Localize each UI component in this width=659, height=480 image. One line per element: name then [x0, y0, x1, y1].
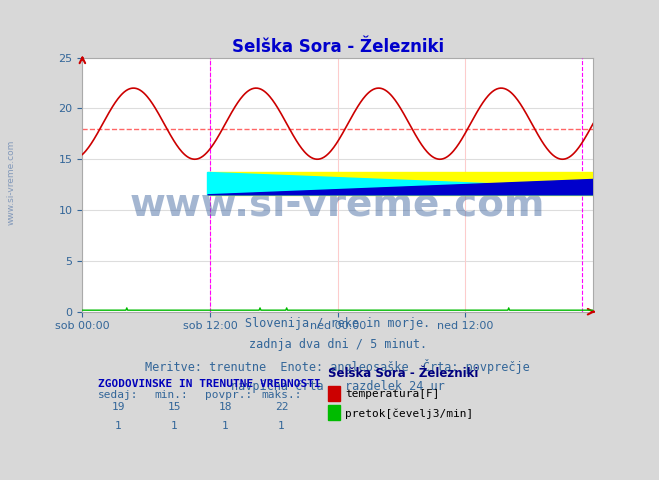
Text: 1: 1	[115, 421, 121, 432]
Text: 18: 18	[219, 402, 232, 412]
Text: 19: 19	[111, 402, 125, 412]
Text: pretok[čevelj3/min]: pretok[čevelj3/min]	[345, 408, 474, 419]
Text: sedaj:: sedaj:	[98, 390, 138, 400]
Text: navpična črta - razdelek 24 ur: navpična črta - razdelek 24 ur	[231, 380, 445, 393]
Text: maks.:: maks.:	[261, 390, 302, 400]
Text: 15: 15	[167, 402, 181, 412]
Text: Slovenija / reke in morje.: Slovenija / reke in morje.	[245, 317, 430, 330]
Text: povpr.:: povpr.:	[205, 390, 252, 400]
Text: 1: 1	[222, 421, 229, 432]
Polygon shape	[208, 172, 659, 195]
Text: temperatura[F]: temperatura[F]	[345, 389, 440, 399]
Text: zadnja dva dni / 5 minut.: zadnja dva dni / 5 minut.	[248, 338, 427, 351]
Text: 22: 22	[275, 402, 288, 412]
Text: Selška Sora - Železniki: Selška Sora - Železniki	[328, 367, 478, 380]
Title: Selška Sora - Železniki: Selška Sora - Železniki	[232, 38, 444, 56]
Text: 1: 1	[171, 421, 178, 432]
Bar	[328, 405, 340, 420]
Text: www.si-vreme.com: www.si-vreme.com	[130, 186, 546, 224]
Text: 1: 1	[278, 421, 285, 432]
Bar	[328, 385, 340, 401]
Text: ZGODOVINSKE IN TRENUTNE VREDNOSTI: ZGODOVINSKE IN TRENUTNE VREDNOSTI	[98, 379, 320, 389]
Bar	[208, 172, 659, 195]
Polygon shape	[208, 172, 659, 195]
Text: www.si-vreme.com: www.si-vreme.com	[7, 140, 16, 225]
Text: Meritve: trenutne  Enote: angleosaške  Črta: povprečje: Meritve: trenutne Enote: angleosaške Črt…	[146, 359, 530, 374]
Text: min.:: min.:	[154, 390, 188, 400]
